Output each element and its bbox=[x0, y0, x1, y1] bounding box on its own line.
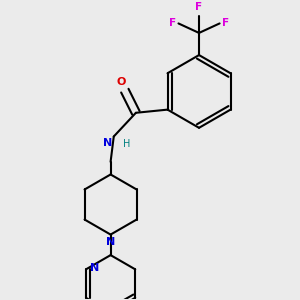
Text: H: H bbox=[123, 139, 130, 149]
Text: N: N bbox=[90, 263, 99, 273]
Text: F: F bbox=[222, 18, 229, 28]
Text: F: F bbox=[196, 2, 202, 12]
Text: N: N bbox=[103, 138, 112, 148]
Text: N: N bbox=[106, 237, 115, 247]
Text: F: F bbox=[169, 18, 176, 28]
Text: O: O bbox=[117, 77, 126, 87]
